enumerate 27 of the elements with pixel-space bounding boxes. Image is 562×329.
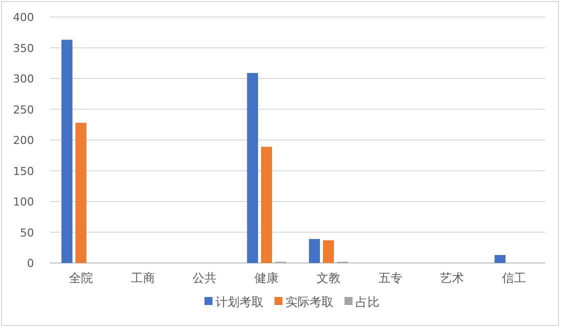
x-tick-label: 全院 — [68, 271, 93, 285]
y-tick-label: 150 — [13, 164, 34, 178]
bar — [261, 146, 272, 263]
x-tick-label: 文教 — [316, 271, 340, 285]
y-tick-label: 400 — [13, 11, 34, 24]
bar — [494, 255, 506, 263]
bar — [75, 122, 86, 263]
bar — [247, 72, 258, 263]
x-tick-label: 公共 — [192, 271, 217, 285]
x-tick-label: 工商 — [130, 271, 155, 285]
bar — [322, 240, 334, 263]
legend-label: 计划考取 — [216, 295, 264, 309]
x-tick-label: 艺术 — [440, 271, 464, 285]
bar — [61, 40, 72, 263]
legend-label: 实际考取 — [286, 295, 334, 309]
y-tick-label: 300 — [13, 72, 34, 86]
y-tick-label: 0 — [27, 257, 34, 270]
y-tick-label: 50 — [20, 226, 34, 240]
y-tick-label: 250 — [13, 103, 34, 116]
legend-label: 占比 — [356, 295, 380, 309]
y-tick-label: 100 — [13, 196, 34, 208]
y-tick-label: 350 — [13, 42, 34, 55]
x-tick-label: 信工 — [502, 271, 526, 285]
bar — [308, 239, 320, 263]
y-tick-label: 200 — [13, 134, 34, 147]
x-tick-label: 健康 — [254, 271, 279, 285]
x-tick-label: 五专 — [378, 271, 402, 285]
